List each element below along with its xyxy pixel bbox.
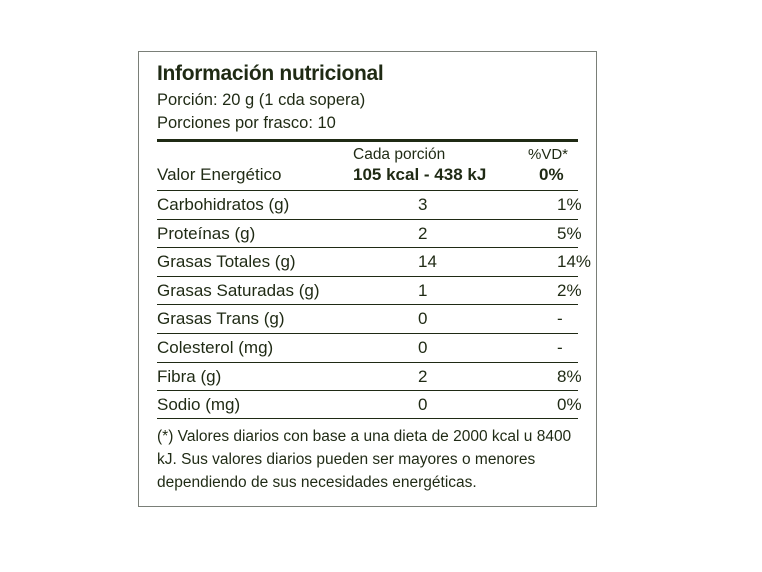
nutrient-amount: 2: [418, 223, 428, 243]
nutrient-name: Grasas Saturadas (g): [157, 280, 320, 300]
nutrient-daily-value: -: [557, 337, 563, 357]
nutrient-row: Sodio (mg) 0 0%: [157, 390, 582, 419]
energy-value: 105 kcal - 438 kJ: [353, 165, 487, 184]
header-divider: [157, 139, 578, 142]
daily-value-header: %VD*: [528, 146, 569, 163]
nutrient-row: Grasas Trans (g) 0 -: [157, 304, 578, 333]
nutrient-table: Carbohidratos (g) 3 1% Proteínas (g) 2 5…: [157, 190, 591, 419]
nutrient-amount: 0: [418, 309, 428, 329]
nutrient-row: Carbohidratos (g) 3 1%: [157, 190, 582, 219]
nutrient-row: Colesterol (mg) 0 -: [157, 332, 578, 362]
nutrient-daily-value: 8%: [557, 366, 582, 386]
nutrient-name: Grasas Totales (g): [157, 252, 296, 272]
nutrient-daily-value: 1%: [557, 195, 582, 214]
nutrient-amount: 2: [418, 366, 428, 386]
nutrient-name: Proteínas (g): [157, 223, 256, 243]
serving-size: Porción: 20 g (1 cda sopera): [157, 91, 366, 109]
nutrient-daily-value: 14%: [557, 252, 592, 272]
nutrient-row: Grasas Saturadas (g) 1 2%: [157, 275, 582, 305]
nutrient-name: Colesterol (mg): [157, 337, 274, 357]
nutrient-daily-value: 5%: [557, 223, 582, 243]
nutrient-name: Carbohidratos (g): [157, 195, 290, 214]
nutrient-row: Grasas Totales (g) 14 14%: [157, 247, 591, 276]
servings-per-container: Porciones por frasco: 10: [157, 114, 336, 132]
nutrition-facts-panel: Información nutricional Porción: 20 g (1…: [138, 51, 597, 507]
nutrient-name: Sodio (mg): [157, 395, 241, 415]
nutrient-amount: 0: [418, 395, 428, 415]
daily-value-footnote: (*) Valores diarios con base a una dieta…: [157, 428, 572, 491]
nutrient-amount: 14: [418, 252, 437, 272]
nutrient-name: Fibra (g): [157, 366, 222, 386]
nutrient-daily-value: 2%: [557, 280, 582, 300]
panel-title: Información nutricional: [157, 62, 384, 85]
nutrient-daily-value: -: [557, 309, 563, 329]
nutrient-name: Grasas Trans (g): [157, 309, 285, 329]
nutrient-row: Proteínas (g) 2 5%: [157, 218, 582, 248]
nutrient-amount: 0: [418, 337, 428, 357]
per-serving-header: Cada porción: [353, 146, 446, 163]
nutrient-amount: 1: [418, 280, 428, 300]
energy-daily-value: 0%: [539, 165, 564, 184]
nutrient-row: Fibra (g) 2 8%: [157, 361, 582, 391]
nutrient-daily-value: 0%: [557, 395, 582, 415]
energy-label: Valor Energético: [157, 165, 282, 184]
nutrient-amount: 3: [418, 195, 428, 214]
